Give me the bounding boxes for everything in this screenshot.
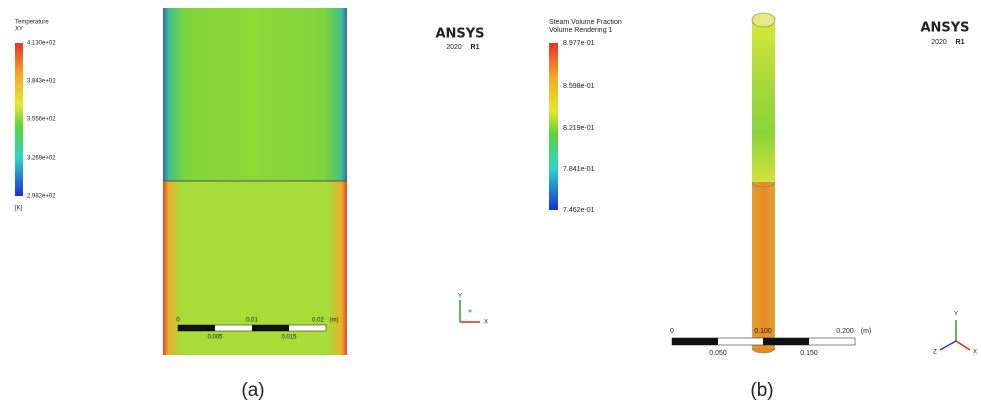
legend-label: 3.269e+02 [27,156,56,162]
legend-title: Steam Volume Fraction [549,19,622,26]
legend-label: 7.841e-01 [563,166,595,173]
legend-unit: [K] [15,206,23,212]
triad-label: Z [933,350,937,356]
triad-axis [956,341,970,350]
scale-label: 0 [670,328,674,335]
legend-label: 2.982e+02 [27,194,56,200]
triad-label: X [973,350,977,356]
scale-label: 0.01 [246,318,258,324]
panel-b: Steam Volume Fraction Volume Rendering 1… [549,13,977,401]
legend-label: 8.598e-01 [563,83,595,90]
triad-label: X [484,320,488,326]
logo-version: 2020 [931,39,947,46]
legend-subtitle: XY [15,27,23,33]
scale-label: 0.005 [207,335,223,341]
legend-label: 3.556e+02 [27,117,56,123]
cylinder-base [752,348,775,353]
cylinder-cap [752,13,775,27]
scale-segment [763,338,809,345]
triad-center [469,310,472,313]
axis-triad: Y Z X [933,312,977,356]
triad-label: Y [458,294,462,300]
cylinder-upper [752,20,775,182]
figure: Temperature XY 4.130e+02 3.843e+02 3.556… [0,0,981,409]
legend-label: 8.219e-01 [563,125,595,132]
scale-segment [672,338,718,345]
logo-release: R1 [956,39,965,46]
logo-release: R1 [471,44,480,51]
logo-brand: ANSYS [920,21,969,36]
cylinder-lower [752,182,775,348]
legend-label: 7.462e-01 [563,207,595,214]
scale-segment [252,325,289,331]
scale-label: 0.200 [836,328,854,335]
panel-a: Temperature XY 4.130e+02 3.843e+02 3.556… [15,8,488,401]
caption: (a) [241,380,264,401]
scale-unit: (m) [861,328,872,335]
color-bar [15,43,23,196]
legend-label: 8.977e-01 [563,40,595,47]
scale-label: 0.02 [312,318,324,324]
scale-unit: (m) [330,318,339,324]
legend-title: Temperature [15,20,49,26]
caption: (b) [750,380,773,401]
scale-segment [178,325,215,331]
legend-label: 3.843e+02 [27,79,56,85]
scale-label: 0.050 [709,350,727,357]
legend-label: 4.130e+02 [27,41,56,47]
scale-label: 0.015 [281,335,297,341]
legend-subtitle: Volume Rendering 1 [549,27,613,34]
logo-version: 2020 [446,44,462,51]
scale-label: 0.150 [800,350,818,357]
triad-label: Y [954,312,958,318]
contour-upper [163,8,347,181]
triad-axis [940,341,956,350]
scale-label: 0.100 [754,328,772,335]
color-bar [549,43,558,210]
logo-brand: ANSYS [435,27,484,42]
axis-triad: Y X [458,294,488,326]
scale-bar: 0 0.100 0.200 (m) 0.050 0.150 [670,328,871,357]
